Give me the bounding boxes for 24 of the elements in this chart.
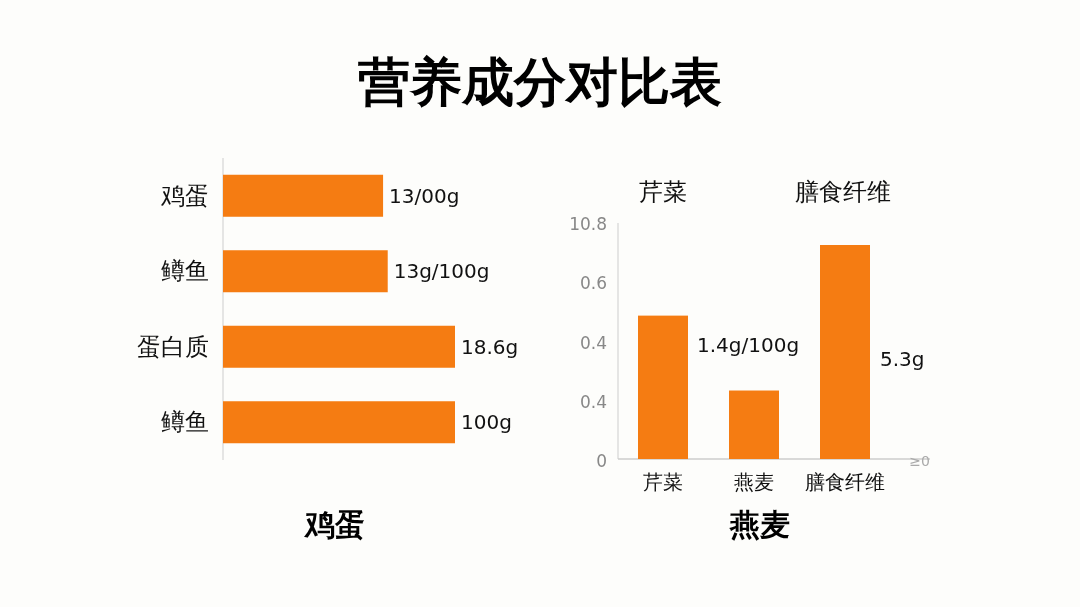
text: 0.6: [579, 273, 607, 293]
x-axis-title: 燕麦: [729, 507, 790, 542]
annotation: 13g/100g: [393, 259, 490, 284]
x-tick-label: 燕麦: [734, 470, 774, 494]
x-tick-label: 芹菜: [643, 470, 683, 494]
annotation: ≥0: [909, 453, 930, 469]
y-tick-label: 鳟鱼: [161, 257, 209, 286]
x-tick-label: 膳食纤维: [805, 470, 885, 494]
y-tick-label: 鳟鱼: [161, 408, 209, 437]
text: 0.4: [579, 333, 607, 353]
text: 100g: [461, 410, 512, 435]
annotation: 5.3g: [880, 347, 925, 371]
text: 0: [596, 451, 607, 471]
y-tick-label: 鸡蛋: [160, 181, 209, 210]
text: 10.8: [569, 214, 607, 234]
x-axis-title: 鸡蛋: [303, 507, 365, 542]
annotation: 13/00g: [389, 183, 460, 208]
chart-title: 营养成分对比表: [358, 52, 722, 112]
text: 膳食纤维: [795, 178, 891, 206]
text: 18.6g: [461, 334, 519, 359]
y-tick-label: 蛋白质: [137, 332, 209, 361]
text: 芹菜: [639, 178, 687, 206]
annotation: 1.4g/100g: [697, 333, 800, 357]
text: 0.4: [579, 392, 607, 412]
